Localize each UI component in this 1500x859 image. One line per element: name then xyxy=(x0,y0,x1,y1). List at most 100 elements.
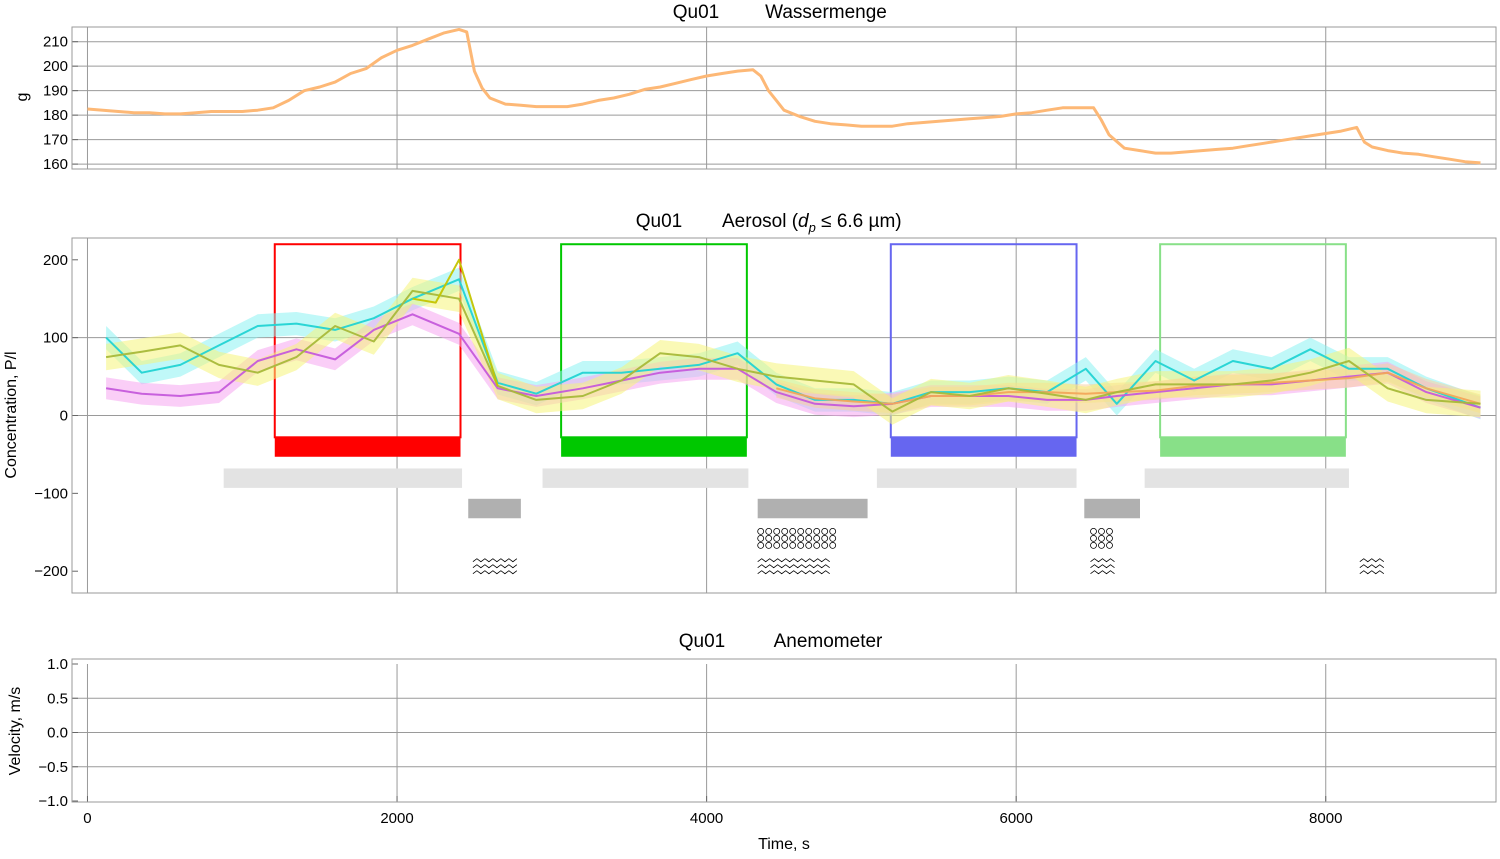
y-tick-label: 0.0 xyxy=(47,725,68,742)
aerosol-frame xyxy=(71,237,1497,594)
series-line xyxy=(105,278,1481,409)
hex-cell xyxy=(773,528,781,535)
zigzag-line xyxy=(1359,570,1385,575)
zigzag-line xyxy=(757,564,830,569)
water-ylabel: g xyxy=(14,93,31,102)
zigzag-line xyxy=(757,570,830,575)
zigzag-line xyxy=(1359,558,1385,563)
x-tick-label: 2000 xyxy=(380,810,413,827)
y-tick-label: 0 xyxy=(60,408,68,425)
period-bar xyxy=(890,437,1077,457)
hex-cell xyxy=(805,542,813,549)
period-box xyxy=(560,243,748,439)
anemo-xlabel: Time, s xyxy=(758,836,810,853)
anemo-title-left: Qu01 xyxy=(679,631,725,652)
y-tick-label: 200 xyxy=(43,252,68,269)
hex-cell xyxy=(813,528,821,535)
water-yticks: 160 170 180 190 200 210 xyxy=(43,34,78,173)
zigzag-line xyxy=(1359,564,1385,569)
y-tick-label: −100 xyxy=(34,485,68,502)
hex-cell xyxy=(781,542,789,549)
hex-cell xyxy=(773,535,781,542)
aerosol-title-sym: d xyxy=(798,211,810,232)
hex-cell xyxy=(765,528,773,535)
y-tick-label: 160 xyxy=(43,156,68,173)
y-tick-label: −0.5 xyxy=(38,759,68,776)
water-grid xyxy=(72,27,1496,169)
anemo-ylabel: Velocity, m/s xyxy=(7,687,24,776)
hex-cell xyxy=(1098,542,1105,549)
series-line xyxy=(105,289,1481,413)
hex-cell xyxy=(757,542,765,549)
y-tick-label: 210 xyxy=(43,34,68,51)
hex-pattern xyxy=(757,528,837,549)
anemo-title-right: Anemometer xyxy=(774,631,883,652)
aerosol-title-post: ≤ 6.6 µm) xyxy=(816,211,902,232)
hex-cell xyxy=(813,542,821,549)
period-box xyxy=(1159,243,1347,439)
hex-cell xyxy=(781,528,789,535)
hex-cell xyxy=(789,528,797,535)
aerosol-grid xyxy=(72,238,1496,593)
aerosol-yticks: −200 −100 0 100 200 xyxy=(34,252,78,580)
water-frame xyxy=(71,26,1497,170)
hex-cell xyxy=(1098,535,1105,542)
x-tick-label: 0 xyxy=(83,810,91,827)
y-tick-label: 1.0 xyxy=(47,656,68,673)
hex-cell xyxy=(821,542,829,549)
hex-cell xyxy=(789,535,797,542)
aerosol-bars xyxy=(223,468,1385,575)
hex-cell xyxy=(821,535,829,542)
zigzag-line xyxy=(1090,564,1115,569)
light-bar xyxy=(876,468,1077,488)
hex-cell xyxy=(1106,528,1113,535)
hex-cell xyxy=(797,528,805,535)
y-tick-label: 190 xyxy=(43,83,68,100)
aerosol-title-right: Aerosol (dp ≤ 6.6 µm) xyxy=(722,211,902,235)
zigzag-line xyxy=(1090,570,1115,575)
dark-bar xyxy=(1084,498,1140,519)
hex-cell xyxy=(1106,535,1113,542)
x-tick-label: 6000 xyxy=(999,810,1032,827)
y-tick-label: 200 xyxy=(43,58,68,75)
hex-cell xyxy=(757,528,765,535)
zigzag-line xyxy=(1090,558,1115,563)
aerosol-title-pre: Aerosol ( xyxy=(722,211,799,232)
anemo-yticks: −1.0 −0.5 0.0 0.5 1.0 xyxy=(38,656,78,810)
hex-cell xyxy=(1090,535,1097,542)
panel-water: Qu01 Wassermenge g 160 170 180 190 200 210 xyxy=(14,2,1497,173)
water-title-left: Qu01 xyxy=(673,2,719,23)
hex-cell xyxy=(797,542,805,549)
zigzag-line xyxy=(472,558,518,563)
x-tick-label: 4000 xyxy=(690,810,723,827)
y-tick-label: −200 xyxy=(34,563,68,580)
light-bar xyxy=(223,468,463,488)
aerosol-title-left: Qu01 xyxy=(636,211,682,232)
hex-cell xyxy=(829,542,837,549)
hex-cell xyxy=(829,535,837,542)
zigzag-pattern xyxy=(472,558,518,575)
anemo-xticks: 0 2000 4000 6000 8000 xyxy=(83,796,1342,827)
zigzag-pattern xyxy=(757,558,830,575)
zigzag-line xyxy=(472,564,518,569)
hex-cell xyxy=(821,528,829,535)
x-tick-label: 8000 xyxy=(1309,810,1342,827)
period-bar xyxy=(1160,437,1346,457)
dark-bar xyxy=(468,498,521,519)
period-bar xyxy=(274,437,461,457)
anemo-frame xyxy=(71,658,1497,803)
zigzag-pattern xyxy=(1090,558,1115,575)
light-bar xyxy=(542,468,749,488)
water-series xyxy=(87,27,1481,165)
hex-cell xyxy=(757,535,765,542)
panel-anemometer: Qu01 Anemometer Velocity, m/s −1.0 −0.5 0.… xyxy=(7,631,1497,853)
hex-cell xyxy=(813,535,821,542)
water-line xyxy=(87,27,1481,165)
aerosol-boxes xyxy=(273,243,1347,457)
water-title-right: Wassermenge xyxy=(765,2,887,23)
zigzag-line xyxy=(757,558,830,563)
series-line xyxy=(412,258,499,387)
panel-aerosol: Qu01 Aerosol (dp ≤ 6.6 µm) Concentration… xyxy=(3,211,1497,594)
hex-cell xyxy=(781,535,789,542)
y-tick-label: 0.5 xyxy=(47,690,68,707)
